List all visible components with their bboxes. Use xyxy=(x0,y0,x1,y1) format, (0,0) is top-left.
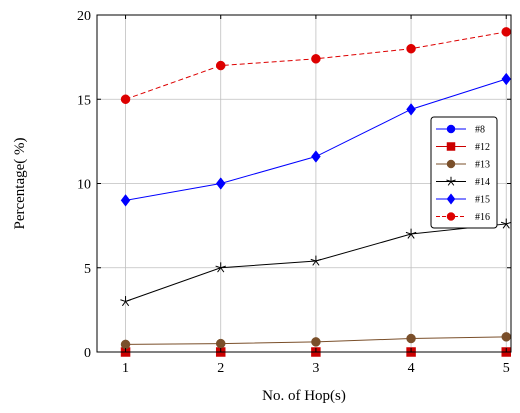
legend-label: #8 xyxy=(475,125,485,136)
data-point xyxy=(215,338,226,349)
x-tick-label: 5 xyxy=(503,361,510,376)
legend-marker xyxy=(446,212,456,221)
x-axis-label: No. of Hop(s) xyxy=(262,388,346,404)
data-point xyxy=(501,332,511,342)
data-point xyxy=(120,296,131,307)
legend-item: #13 xyxy=(436,160,490,171)
data-point xyxy=(215,177,226,190)
data-point xyxy=(405,228,417,239)
series-13 xyxy=(120,332,511,350)
data-point xyxy=(501,72,512,86)
series-15 xyxy=(120,72,512,207)
data-point xyxy=(311,150,321,163)
x-tick-label: 3 xyxy=(312,361,319,376)
y-tick-label: 10 xyxy=(77,178,91,193)
x-tick-label: 1 xyxy=(122,361,129,376)
data-point xyxy=(311,54,321,64)
data-point xyxy=(120,94,131,104)
legend-item: #16 xyxy=(436,212,490,223)
legend-label: #14 xyxy=(475,177,490,188)
series-14 xyxy=(120,218,512,307)
series-16 xyxy=(120,27,511,104)
legend-marker xyxy=(446,193,456,205)
y-tick-label: 20 xyxy=(77,9,91,24)
legend-marker xyxy=(446,124,456,134)
legend-marker xyxy=(446,176,456,186)
legend-label: #15 xyxy=(475,195,490,206)
ticks: 1 2 3 4 5 0 5 10 15 20 xyxy=(77,9,511,376)
legend-item: #8 xyxy=(436,125,485,136)
x-tick-label: 4 xyxy=(408,361,415,376)
legend-item: #15 xyxy=(436,193,490,206)
y-tick-label: 15 xyxy=(77,93,91,108)
data-point xyxy=(406,43,416,54)
legend-marker xyxy=(446,142,456,151)
data-point xyxy=(120,194,131,207)
legend-item: #14 xyxy=(436,176,490,188)
data-point xyxy=(310,255,322,266)
y-tick-label: 0 xyxy=(84,346,91,361)
data-point xyxy=(406,333,416,344)
data-point xyxy=(215,262,227,273)
data-point xyxy=(215,60,226,71)
legend: #8 #12 #13 #14 #15 #16 xyxy=(430,116,498,229)
data-point xyxy=(501,27,511,37)
legend-item: #12 xyxy=(436,142,490,153)
legend-label: #16 xyxy=(475,212,490,223)
data-point xyxy=(406,103,416,116)
y-tick-label: 5 xyxy=(84,262,91,277)
y-axis-label: Percentage( %) xyxy=(12,137,28,229)
legend-label: #12 xyxy=(475,142,490,153)
legend-label: #13 xyxy=(475,160,490,171)
data-point xyxy=(311,337,321,347)
legend-marker xyxy=(446,159,456,169)
x-tick-label: 2 xyxy=(217,361,224,376)
data-point xyxy=(120,339,131,350)
